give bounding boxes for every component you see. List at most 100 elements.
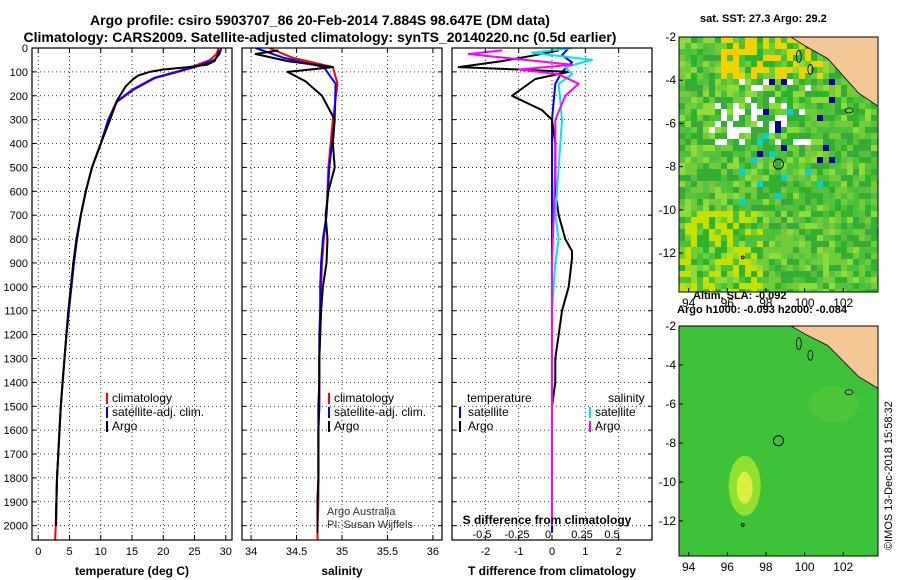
sst-cell xyxy=(679,193,685,199)
sst-cell xyxy=(859,217,865,223)
sst-cell xyxy=(727,139,733,145)
sst-cell xyxy=(757,61,763,67)
sst-cell xyxy=(721,157,727,163)
sst-cell xyxy=(679,253,685,259)
sst-cell xyxy=(781,223,787,229)
sst-cell xyxy=(787,193,793,199)
sst-cell xyxy=(685,73,691,79)
sst-cell xyxy=(727,283,733,289)
sst-cell xyxy=(775,223,781,229)
sst-cell xyxy=(709,133,715,139)
sst-cell xyxy=(787,247,793,253)
sst-cell xyxy=(703,151,709,157)
sst-cell xyxy=(859,133,865,139)
sst-cell xyxy=(709,61,715,67)
sst-cell xyxy=(697,97,703,103)
sst-cell xyxy=(697,175,703,181)
sst-cell xyxy=(817,211,823,217)
sst-cell xyxy=(679,235,685,241)
sst-cell xyxy=(805,73,811,79)
sst-cell xyxy=(865,265,871,271)
sst-cell xyxy=(853,103,859,109)
sst-cell xyxy=(865,283,871,289)
sst-cell xyxy=(757,139,763,145)
sst-cell xyxy=(715,139,721,145)
sst-cell xyxy=(847,103,853,109)
sst-cell xyxy=(805,235,811,241)
sst-cell xyxy=(769,181,775,187)
sst-cell xyxy=(721,79,727,85)
sst-cell xyxy=(841,199,847,205)
sst-cell xyxy=(697,37,703,43)
sst-cell xyxy=(685,163,691,169)
panel-temperature: 0 5 10 15 20 25 30 temperature (deg C) 0 100 200 30… xyxy=(4,43,233,578)
sst-cell xyxy=(769,271,775,277)
sst-cell xyxy=(793,217,799,223)
sst-cell xyxy=(799,55,805,61)
sst-cell xyxy=(757,163,763,169)
sst-cell xyxy=(739,73,745,79)
sst-cell xyxy=(739,211,745,217)
sst-cell xyxy=(805,97,811,103)
sst-cell xyxy=(709,139,715,145)
sst-cell xyxy=(715,109,721,115)
sst-cell xyxy=(853,205,859,211)
sst-cell xyxy=(829,193,835,199)
sst-cell xyxy=(703,85,709,91)
sst-cell xyxy=(703,79,709,85)
sst-cell xyxy=(685,151,691,157)
sst-cell xyxy=(805,157,811,163)
sst-cell xyxy=(847,229,853,235)
sst-cell xyxy=(853,193,859,199)
sst-cell xyxy=(811,271,817,277)
sst-cell xyxy=(709,55,715,61)
sst-cell xyxy=(787,55,793,61)
sst-cell xyxy=(763,265,769,271)
sst-cell xyxy=(859,289,865,292)
sst-cell xyxy=(775,229,781,235)
sst-cell xyxy=(697,43,703,49)
sst-cell xyxy=(805,115,811,121)
sst-cell xyxy=(721,133,727,139)
sst-cell xyxy=(739,277,745,283)
sst-cell xyxy=(775,169,781,175)
sst-cell xyxy=(829,247,835,253)
sst-cell xyxy=(823,241,829,247)
sst-cell xyxy=(691,181,697,187)
sst-cell xyxy=(823,157,829,163)
sst-cell xyxy=(721,151,727,157)
sst-cell xyxy=(721,103,727,109)
island xyxy=(807,349,814,361)
sst-cell xyxy=(727,97,733,103)
sst-cell xyxy=(703,241,709,247)
sst-cell xyxy=(733,223,739,229)
sst-cell xyxy=(829,97,835,103)
sst-cell xyxy=(775,67,781,73)
sst-cell xyxy=(733,97,739,103)
sst-cell xyxy=(781,103,787,109)
sst-cell xyxy=(757,49,763,55)
sst-cell xyxy=(787,175,793,181)
sst-cell xyxy=(793,289,799,292)
sst-cell xyxy=(871,151,877,157)
sst-cell xyxy=(709,175,715,181)
sst-cell xyxy=(775,121,781,127)
sst-cell xyxy=(727,289,733,292)
sst-cell xyxy=(691,133,697,139)
sst-cell xyxy=(763,169,769,175)
sst-cell xyxy=(787,67,793,73)
sst-cell xyxy=(829,211,835,217)
sst-cell xyxy=(697,217,703,223)
sst-cell xyxy=(703,277,709,283)
sst-cell xyxy=(691,175,697,181)
sst-cell xyxy=(763,67,769,73)
sst-cell xyxy=(727,181,733,187)
sst-cell xyxy=(793,103,799,109)
sst-cell xyxy=(691,37,697,43)
sst-cell xyxy=(865,121,871,127)
sst-cell xyxy=(727,235,733,241)
sst-cell xyxy=(739,85,745,91)
sst-cell xyxy=(721,97,727,103)
sst-cell xyxy=(703,109,709,115)
sst-cell xyxy=(751,37,757,43)
